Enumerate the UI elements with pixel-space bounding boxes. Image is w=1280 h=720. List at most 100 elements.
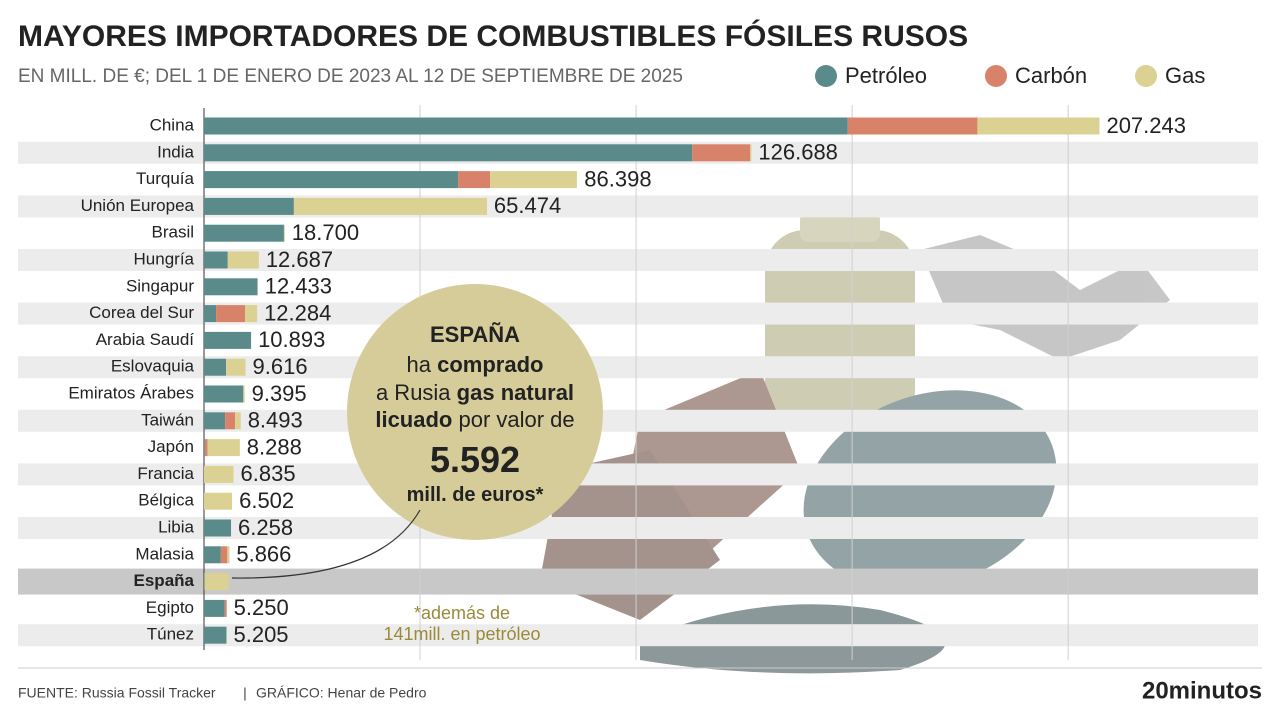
total-label: 86.398 [584, 166, 651, 191]
bar-segment [220, 546, 228, 564]
total-label: 10.893 [258, 327, 325, 352]
bar-segment [225, 412, 236, 430]
connector [231, 509, 421, 579]
annotation-text: mill. de euros* [407, 484, 544, 506]
category-label: Libia [158, 517, 194, 536]
total-label: 8.288 [247, 434, 302, 459]
legend-label: Gas [1165, 63, 1205, 88]
row-stripe [18, 249, 1258, 271]
bar-segment [283, 224, 285, 242]
category-label: Bélgica [138, 491, 194, 510]
bar-segment [227, 546, 230, 564]
category-label: Corea del Sur [89, 303, 194, 322]
category-label: Egipto [146, 598, 194, 617]
bar-segment [204, 171, 459, 189]
category-label: Francia [137, 464, 194, 483]
bar-segment [204, 358, 227, 376]
bar-segment [227, 251, 259, 269]
bar-segment [458, 171, 491, 189]
bar-segment [204, 412, 226, 430]
annotation-line: mill. de euros* [407, 484, 544, 506]
annotation-text: por valor de [452, 407, 574, 432]
plot: China 207.243 India 126.688 Turquía 86.398 Uni… [18, 105, 1258, 660]
decoration [540, 212, 1170, 674]
row-stripe [18, 624, 1258, 647]
chart-title: MAYORES IMPORTADORES DE COMBUSTIBLES FÓS… [18, 19, 968, 53]
gas-valve [800, 212, 880, 242]
annotation-text: ha [407, 352, 438, 377]
total-label: 5.866 [236, 542, 291, 567]
bar-segment [204, 439, 208, 457]
total-label: 5.205 [233, 622, 288, 647]
category-label: Hungría [134, 249, 195, 268]
total-label: 9.616 [253, 354, 308, 379]
bar-segment [204, 331, 252, 349]
total-label: 207.243 [1106, 113, 1186, 138]
credit: GRÁFICO: Henar de Pedro [256, 685, 427, 701]
row-stripe [18, 463, 1258, 486]
bar-segment [204, 224, 284, 242]
total-label: 126.688 [758, 140, 838, 165]
bar-segment [750, 144, 752, 162]
total-label: 6.258 [238, 515, 293, 540]
annotation-text: a Rusia [376, 380, 457, 405]
bar-segment [204, 465, 234, 483]
bar-segment [243, 385, 245, 403]
annotation-line: licuado por valor de [375, 407, 574, 432]
total-label: 18.700 [292, 220, 359, 245]
bar-segment [204, 117, 848, 135]
legend-label: Carbón [1015, 63, 1087, 88]
annotation-line: ha comprado [407, 352, 544, 377]
row-stripe [18, 517, 1258, 539]
legend-swatch [1135, 65, 1157, 87]
gas-tank [765, 230, 915, 430]
bar-segment [204, 278, 258, 296]
row-stripe [18, 302, 1258, 325]
category-label: Taiwán [141, 410, 194, 429]
row-stripe [18, 356, 1258, 379]
legend-swatch [985, 65, 1007, 87]
category-label: Japón [148, 437, 194, 456]
category-label: Turquía [136, 169, 195, 188]
annotation-line: ESPAÑA [430, 322, 520, 347]
bar-segment [245, 305, 258, 323]
category-label: Malasia [135, 544, 194, 563]
annotation-text: gas natural [457, 380, 574, 405]
total-label: 6.835 [241, 461, 296, 486]
bar-segment [490, 171, 577, 189]
bar-segment [204, 492, 233, 510]
annotation-text: ESPAÑA [430, 322, 520, 347]
bar-segment [204, 385, 244, 403]
total-label: 65.474 [494, 193, 561, 218]
category-label: Singapur [126, 276, 194, 295]
annotation: ESPAÑA ha comprado a Rusia gas naturallicu… [375, 322, 574, 506]
bar-segment [235, 412, 241, 430]
bar-segment [977, 117, 1100, 135]
total-label: 12.284 [264, 300, 331, 325]
category-label: Emiratos Árabes [68, 383, 194, 402]
separator: | [243, 685, 247, 701]
total-label: 12.687 [266, 247, 333, 272]
bar-segment [204, 573, 229, 591]
footnote: 141mill. en petróleo [383, 624, 540, 644]
bar-segment [293, 197, 488, 215]
bar-segment [216, 305, 246, 323]
bar-segment [204, 197, 294, 215]
bar-segment [204, 251, 228, 269]
legend-swatch [815, 65, 837, 87]
bar-segment [204, 519, 232, 537]
legend-label: Petróleo [845, 63, 927, 88]
annotation-line: a Rusia gas natural [376, 380, 574, 405]
category-label: España [134, 571, 195, 590]
bar-segment [204, 144, 693, 162]
category-label: Eslovaquia [111, 357, 195, 376]
bar-segment [204, 626, 227, 644]
bar-segment [224, 599, 227, 617]
category-label: India [157, 142, 194, 161]
bar-segment [207, 439, 240, 457]
bar-segment [204, 305, 217, 323]
bar-segment [692, 144, 751, 162]
category-label: Brasil [151, 223, 194, 242]
bar-segment [847, 117, 978, 135]
